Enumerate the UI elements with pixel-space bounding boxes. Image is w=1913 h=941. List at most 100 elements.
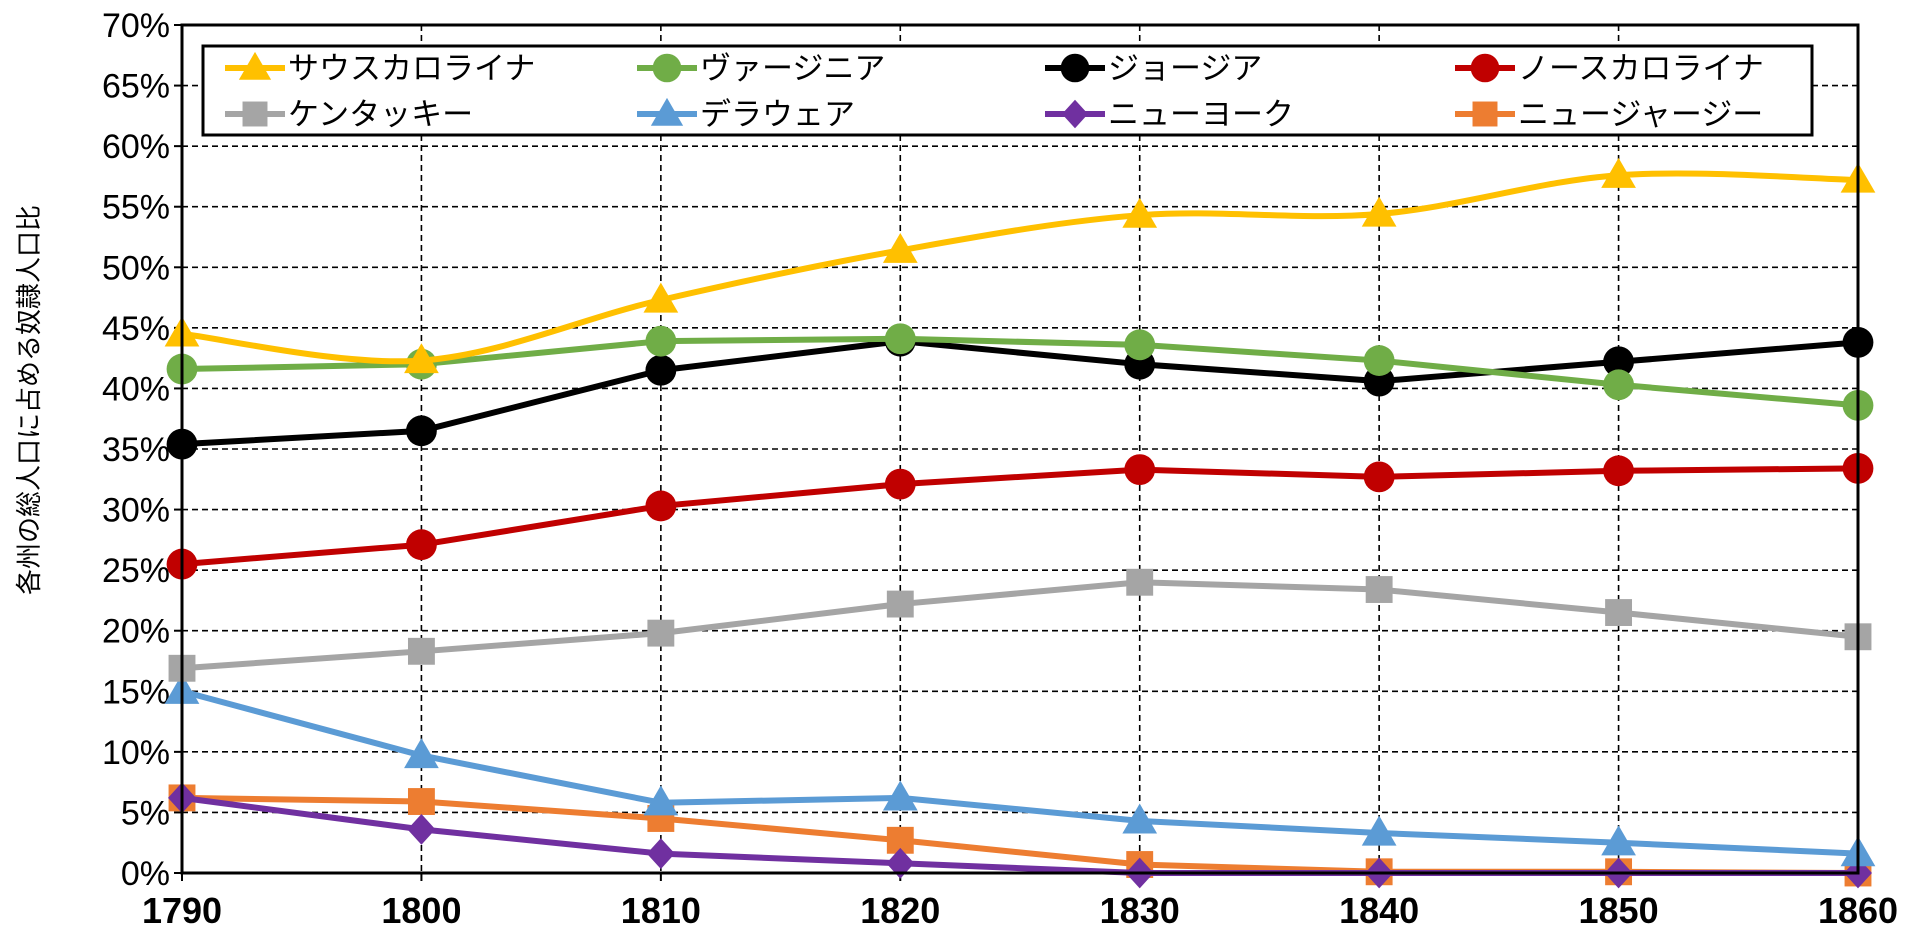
series-6-point bbox=[1361, 815, 1397, 846]
series-6-point bbox=[404, 738, 439, 769]
x-tick-label: 1810 bbox=[621, 890, 701, 931]
x-tick-label: 1820 bbox=[860, 890, 940, 931]
series-4-point bbox=[645, 490, 677, 522]
series-4-point bbox=[1124, 454, 1156, 485]
legend-label: サウスカロライナ bbox=[288, 51, 535, 87]
legend-entry-7: ニューヨーク bbox=[1045, 97, 1294, 133]
legend-entry-8: ニュージャージー bbox=[1455, 97, 1763, 133]
legend-label: ニュージャージー bbox=[1518, 97, 1763, 133]
series-2-point bbox=[1363, 345, 1395, 376]
legend-swatch-marker bbox=[242, 101, 268, 127]
series-5-point bbox=[1605, 599, 1633, 626]
series-4 bbox=[166, 452, 1874, 580]
series-4-point bbox=[884, 468, 916, 500]
series-3-point bbox=[406, 415, 437, 447]
series-5-point bbox=[886, 590, 914, 618]
series-5-point bbox=[1365, 576, 1393, 603]
legend-swatch-marker bbox=[652, 53, 682, 83]
series-4-point bbox=[406, 529, 437, 561]
y-tick-label: 10% bbox=[102, 734, 170, 772]
series-3-line bbox=[179, 338, 1861, 448]
series-1-line bbox=[179, 170, 1861, 365]
plot-frame bbox=[180, 23, 1860, 875]
y-tick-label: 45% bbox=[102, 310, 170, 348]
legend-entry-6: デラウェア bbox=[637, 97, 855, 133]
legend-swatch-marker bbox=[1062, 99, 1088, 129]
series-5-point bbox=[1126, 568, 1154, 596]
legend-entry-1: サウスカロライナ bbox=[225, 51, 535, 87]
legend-label: ケンタッキー bbox=[288, 97, 473, 133]
series-1-point bbox=[1361, 196, 1397, 227]
series-5-point bbox=[647, 619, 675, 647]
series-3-point bbox=[645, 354, 677, 386]
series-2-point bbox=[645, 325, 677, 357]
x-tick-label: 1830 bbox=[1100, 890, 1180, 931]
x-tick-label: 1800 bbox=[381, 890, 461, 931]
series-1-point bbox=[1122, 197, 1158, 228]
y-axis-ticks: 0% 5% 10% 15% 20% 25% 30% 35% 40% 45% 50% 55% 60% 65%… bbox=[102, 7, 182, 893]
legend-label: ジョージア bbox=[1108, 51, 1262, 87]
series-3 bbox=[166, 325, 1874, 460]
series-2-point bbox=[884, 323, 916, 355]
series-7-point bbox=[407, 813, 436, 845]
series-5 bbox=[168, 568, 1872, 682]
legend-box bbox=[201, 44, 1814, 137]
series-6-point bbox=[643, 785, 679, 816]
series-6-point bbox=[882, 780, 918, 811]
series-5-point bbox=[407, 637, 435, 665]
series-6-line bbox=[179, 688, 1861, 857]
series-1-point bbox=[643, 282, 679, 313]
series-7-point bbox=[646, 838, 675, 870]
series-8-point bbox=[407, 788, 435, 815]
series-2-point bbox=[1124, 329, 1156, 361]
y-axis-label: 各州の総人口に占める奴隷人口比 bbox=[15, 205, 45, 595]
legend-label: デラウェア bbox=[700, 97, 855, 133]
x-tick-label: 1850 bbox=[1579, 890, 1659, 931]
y-tick-label: 15% bbox=[102, 673, 170, 711]
y-tick-label: 55% bbox=[102, 189, 170, 227]
y-tick-label: 5% bbox=[121, 794, 170, 832]
legend-swatch-marker bbox=[238, 51, 272, 80]
series-4-line bbox=[179, 465, 1861, 568]
y-tick-label: 40% bbox=[102, 370, 170, 408]
series-7-point bbox=[886, 847, 915, 879]
series-1-point bbox=[404, 343, 439, 374]
series-5-line bbox=[179, 579, 1861, 672]
legend-entry-4: ノースカロライナ bbox=[1455, 51, 1764, 87]
series-3-point bbox=[1603, 346, 1634, 378]
series-4-point bbox=[1363, 461, 1395, 493]
y-tick-label: 20% bbox=[102, 613, 170, 651]
legend-swatch-marker bbox=[1472, 101, 1498, 127]
y-tick-label: 25% bbox=[102, 552, 170, 590]
legend-label: ニューヨーク bbox=[1108, 97, 1294, 133]
legend-entry-3: ジョージア bbox=[1045, 51, 1262, 87]
y-tick-label: 0% bbox=[121, 855, 170, 893]
series-1-point bbox=[1601, 157, 1636, 188]
series-2-point bbox=[1603, 369, 1634, 401]
x-tick-label: 1790 bbox=[142, 890, 222, 931]
grid-layer bbox=[182, 25, 1858, 873]
y-tick-label: 70% bbox=[102, 7, 170, 45]
series-2-line bbox=[179, 335, 1861, 409]
series-4-point bbox=[1603, 455, 1634, 487]
y-tick-label: 50% bbox=[102, 249, 170, 287]
x-axis-ticks: 1790 1800 1810 1820 1830 1840 1850 1860 bbox=[142, 873, 1898, 931]
series-1-point bbox=[882, 232, 918, 263]
x-tick-label: 1840 bbox=[1339, 890, 1419, 931]
legend-swatch-marker bbox=[1470, 53, 1500, 83]
legend-entry-2: ヴァージニア bbox=[637, 51, 885, 87]
y-tick-label: 65% bbox=[102, 68, 170, 106]
series-1 bbox=[164, 157, 1876, 374]
legend-swatch-marker bbox=[650, 97, 684, 126]
legend-label: ノースカロライナ bbox=[1518, 51, 1764, 87]
y-tick-label: 30% bbox=[102, 492, 170, 530]
series-6-point bbox=[1601, 825, 1636, 856]
legend-label: ヴァージニア bbox=[700, 51, 885, 87]
y-tick-label: 35% bbox=[102, 431, 170, 469]
legend-swatch-marker bbox=[1060, 53, 1090, 83]
x-tick-label: 1860 bbox=[1818, 890, 1898, 931]
y-tick-label: 60% bbox=[102, 128, 170, 166]
series-6-point bbox=[1122, 803, 1158, 834]
